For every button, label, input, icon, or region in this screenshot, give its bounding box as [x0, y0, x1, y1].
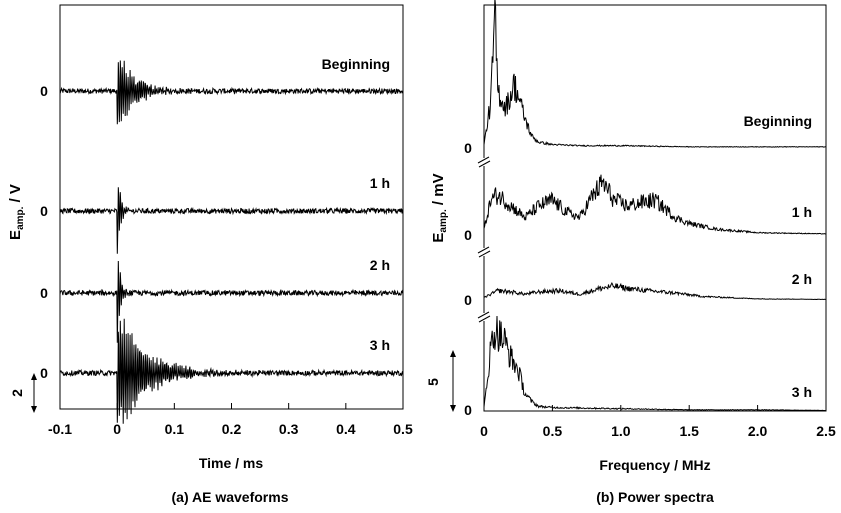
a-series-line [59, 187, 404, 254]
panel-b-axis-breaks [477, 156, 491, 323]
a-xtick-label: 0 [113, 421, 121, 437]
b-series-line [483, 0, 826, 148]
panel-b-caption: (b) Power spectra [596, 489, 714, 505]
panel-b-frame [483, 4, 827, 412]
a-zero-label: 0 [40, 285, 48, 301]
panel-b-xlabel: Frequency / MHz [599, 457, 710, 473]
b-series-name: 3 h [792, 384, 812, 400]
b-series-name: Beginning [744, 113, 812, 129]
a-xtick-label: 0.1 [165, 421, 185, 437]
a-zero-label: 0 [40, 83, 48, 99]
axis-break-mark [478, 315, 491, 323]
axis-break-mark [478, 250, 491, 258]
b-zero-label: 0 [464, 140, 472, 156]
panel-a-series: 0 Beginning 0 1 h 0 2 h 0 3 h [40, 56, 404, 424]
a-xtick-label: 0.5 [393, 421, 413, 437]
panel-b-ylabel: Eamp. / mV [430, 173, 449, 242]
a-series-name: 1 h [370, 175, 390, 191]
b-xtick-label: 0 [480, 423, 488, 439]
b-series-line [483, 282, 827, 301]
b-xtick-label: 1.0 [611, 423, 631, 439]
panel-b-scale-bar: 5 [425, 350, 456, 412]
b-zero-label: 0 [464, 227, 472, 243]
panel-a-ylabel: Eamp. / V [7, 184, 26, 240]
a-xtick-label: 0.3 [279, 421, 299, 437]
a-zero-label: 0 [40, 203, 48, 219]
panel-b-series: 0 Beginning 0 1 h 0 2 h 0 3 h [464, 0, 827, 418]
panel-a-x-ticks: -0.1 0 0.1 0.2 0.3 0.4 0.5 [48, 403, 413, 437]
b-series-name: 2 h [792, 271, 812, 287]
a-series-line [59, 318, 404, 424]
a-series-name: 3 h [370, 337, 390, 353]
svg-text:2: 2 [9, 389, 25, 397]
axis-break-mark [477, 246, 490, 254]
a-xtick-label: 0.2 [222, 421, 242, 437]
a-series-line [59, 260, 404, 343]
b-series-line [483, 174, 827, 235]
a-series-line [59, 60, 404, 125]
a-xtick-label: -0.1 [48, 421, 72, 437]
panel-a-xlabel: Time / ms [199, 455, 264, 471]
a-zero-label: 0 [40, 365, 48, 381]
axis-break-gap [478, 313, 490, 321]
b-xtick-label: 2.5 [816, 423, 836, 439]
b-xtick-label: 1.5 [679, 423, 699, 439]
a-series-name: Beginning [322, 56, 390, 72]
axis-break-mark [477, 311, 490, 319]
a-series-name: 2 h [370, 257, 390, 273]
axis-break-mark [477, 156, 490, 164]
axis-break-mark [478, 160, 491, 168]
axis-break-gap [478, 158, 490, 166]
b-xtick-label: 0.5 [543, 423, 563, 439]
panel-b-x-ticks: 0 0.5 1.0 1.5 2.0 2.5 [480, 405, 836, 439]
svg-text:5: 5 [425, 378, 441, 386]
b-zero-label: 0 [464, 292, 472, 308]
b-series-line [483, 315, 827, 412]
panel-a-caption: (a) AE waveforms [172, 489, 289, 505]
a-xtick-label: 0.4 [336, 421, 356, 437]
axis-break-gap [478, 248, 490, 256]
panel-a-scale-bar: 2 [9, 373, 37, 413]
b-series-name: 1 h [792, 204, 812, 220]
b-zero-label: 0 [464, 402, 472, 418]
b-xtick-label: 2.0 [748, 423, 768, 439]
